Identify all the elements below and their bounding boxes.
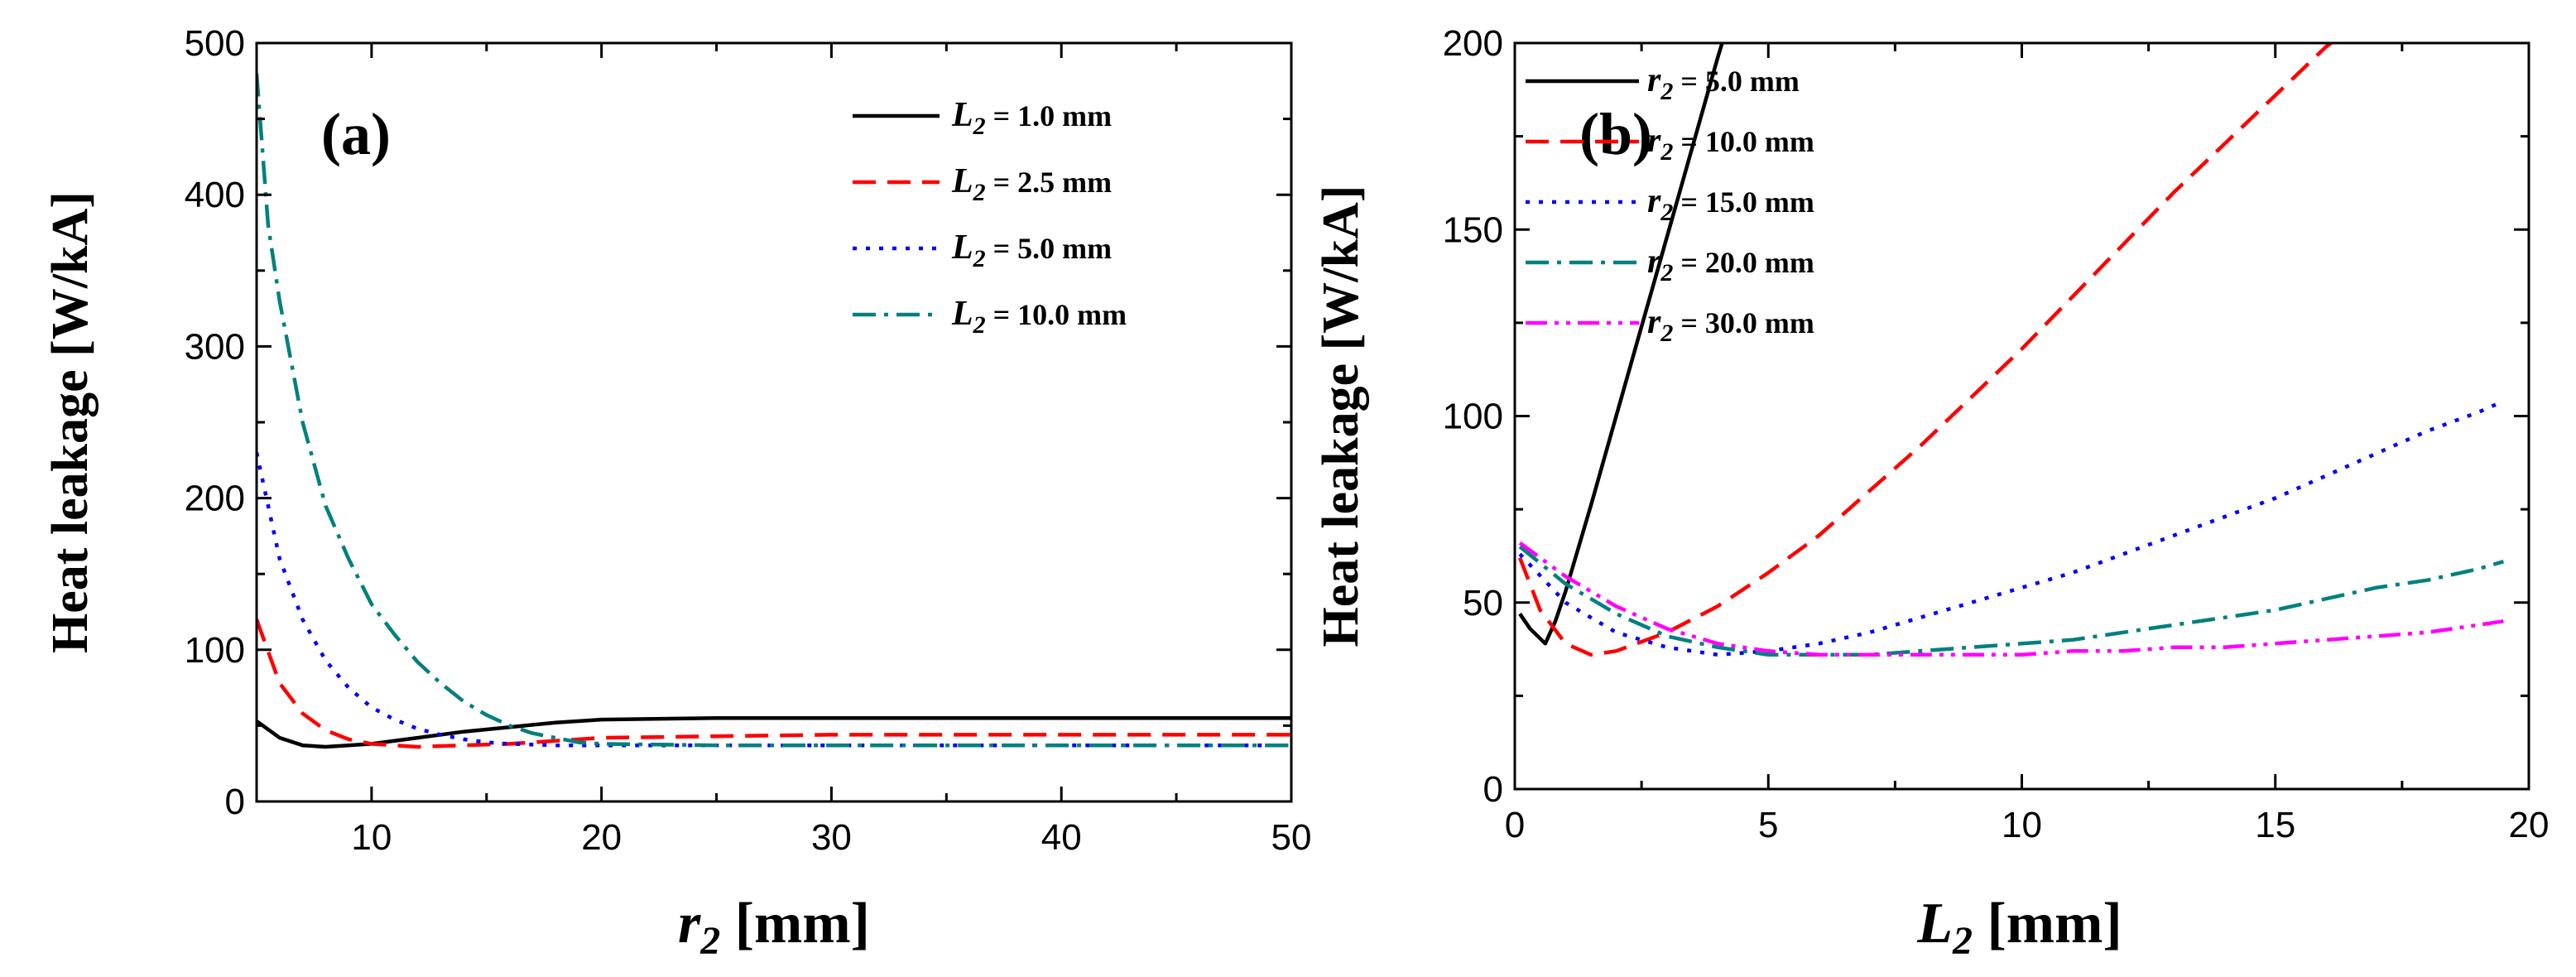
series-line-2: [257, 618, 1291, 749]
legend-label-5: r2 = 30.0 mm: [1647, 303, 1814, 347]
x-tick-label: 10: [2002, 805, 2042, 845]
series-line-4: [257, 73, 1291, 748]
series-line-5: [1518, 541, 2504, 657]
y-tick-label: 100: [1443, 397, 1503, 437]
y-tick-label: 100: [185, 630, 245, 671]
x-tick-label: 20: [581, 817, 622, 858]
legend: L2 = 1.0 mm L2 = 2.5 mm L2 = 5.0 mm L2 = 10…: [853, 96, 1127, 339]
x-tick-label: 5: [1758, 805, 1778, 845]
y-tick-label: 150: [1443, 209, 1503, 250]
legend-label-4: r2 = 20.0 mm: [1647, 243, 1814, 286]
y-tick-label: 300: [185, 326, 245, 367]
series-line-2: [1518, 43, 2334, 657]
x-tick-label: 30: [811, 817, 852, 858]
x-tick-label: 15: [2255, 805, 2295, 845]
legend-label-3: r2 = 15.0 mm: [1647, 182, 1814, 226]
legend-label-1: L2 = 1.0 mm: [951, 96, 1112, 140]
x-axis-title: r2 [mm]: [678, 892, 870, 963]
series-line-1: [1518, 43, 1724, 646]
x-axis-title: L2 [mm]: [1916, 892, 2122, 963]
x-tick-label: 10: [351, 817, 392, 858]
legend-label-2: L2 = 2.5 mm: [951, 162, 1112, 206]
y-tick-label: 0: [1483, 769, 1503, 810]
x-tick-label: 50: [1271, 817, 1312, 858]
legend-label-4: L2 = 10.0 mm: [951, 295, 1127, 339]
y-axis-title: Heat leakage [W/kA]: [42, 191, 99, 653]
legend-label-2: r2 = 10.0 mm: [1647, 122, 1814, 166]
x-tick-label: 20: [2509, 805, 2550, 845]
plot-frame: [255, 41, 1293, 803]
y-tick-label: 50: [1463, 583, 1503, 623]
y-axis-title: Heat leakage [W/kA]: [1313, 185, 1369, 647]
series-line-3: [1518, 399, 2505, 657]
legend-label-3: L2 = 5.0 mm: [951, 229, 1112, 272]
series-group: [257, 73, 1291, 749]
legend: r2 = 5.0 mm r2 = 10.0 mm r2 = 15.0 mm r2 = …: [1526, 61, 1814, 347]
panel-label: (b): [1579, 101, 1652, 167]
legend-label-1: r2 = 5.0 mm: [1647, 61, 1800, 105]
y-tick-label: 200: [185, 479, 245, 519]
y-tick-label: 0: [225, 782, 245, 822]
panel-label: (a): [321, 101, 391, 167]
x-tick-label: 0: [1505, 805, 1525, 845]
x-tick-label: 40: [1041, 817, 1082, 858]
series-line-3: [257, 452, 1291, 748]
series-group: [1518, 43, 2505, 657]
y-tick-label: 400: [185, 175, 245, 215]
y-tick-label: 500: [185, 23, 245, 64]
series-line-1: [257, 715, 1291, 749]
y-tick-label: 200: [1443, 23, 1503, 64]
series-line-4: [1518, 545, 2505, 657]
